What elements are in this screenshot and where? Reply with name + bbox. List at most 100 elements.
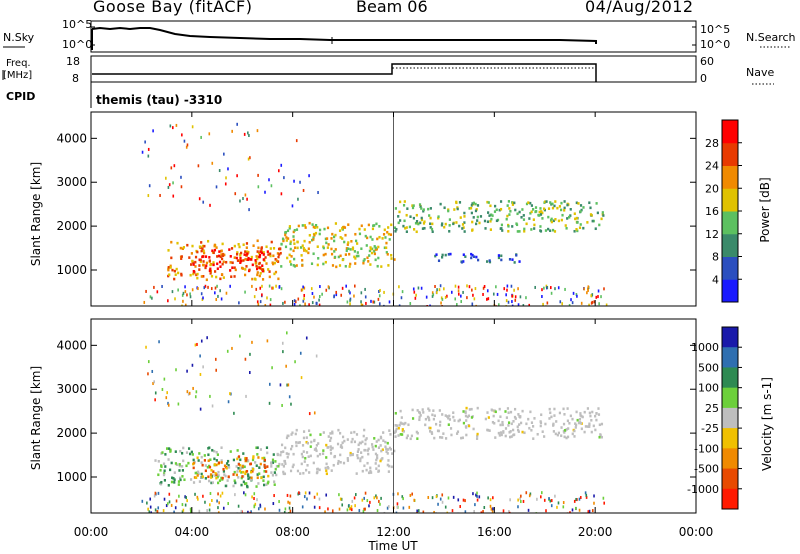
echo-cell — [496, 292, 499, 296]
echo-cell — [220, 297, 223, 301]
echo-cell — [461, 223, 465, 226]
echo-cell — [271, 366, 273, 370]
echo-cell — [470, 204, 473, 207]
echo-cell — [255, 264, 258, 268]
echo-cell — [571, 417, 574, 421]
echo-cell — [398, 304, 401, 306]
echo-cell — [222, 467, 225, 471]
echo-cell — [525, 422, 528, 426]
echo-cell — [293, 257, 296, 261]
echo-cell — [258, 253, 262, 257]
echo-cell — [362, 259, 365, 263]
echo-cell — [382, 439, 385, 442]
echo-cell — [585, 493, 588, 497]
echo-cell — [490, 213, 493, 217]
echo-cell — [169, 450, 172, 453]
echo-cell — [477, 258, 480, 262]
echo-cell — [517, 505, 519, 509]
echo-cell — [268, 284, 271, 288]
echo-cell — [500, 254, 503, 258]
echo-cell — [521, 409, 524, 413]
echo-cell — [212, 251, 215, 255]
echo-cell — [495, 285, 497, 289]
echo-cell — [584, 491, 587, 495]
echo-cell — [492, 414, 495, 418]
echo-cell — [490, 217, 493, 221]
echo-cell — [207, 285, 209, 289]
echo-cell — [553, 414, 556, 417]
echo-cell — [190, 263, 193, 266]
echo-cell — [360, 291, 363, 295]
echo-cell — [208, 256, 211, 259]
echo-cell — [227, 167, 229, 171]
echo-cell — [178, 469, 181, 472]
echo-cell — [457, 498, 460, 502]
echo-cell — [347, 504, 350, 508]
echo-cell — [383, 228, 386, 232]
echo-cell — [603, 287, 605, 291]
echo-cell — [484, 227, 487, 230]
echo-cell — [389, 233, 393, 236]
echo-cell — [171, 268, 174, 272]
colorbar-swatch — [722, 279, 738, 303]
echo-cell — [475, 222, 478, 226]
echo-cell — [216, 499, 218, 503]
echo-cell — [466, 415, 469, 419]
echo-cell — [240, 251, 243, 255]
echo-cell — [471, 228, 474, 232]
colorbar-tick-label: 500 — [698, 361, 719, 374]
echo-cell — [261, 456, 264, 460]
echo-cell — [398, 423, 401, 427]
echo-cell — [202, 249, 205, 253]
echo-cell — [297, 297, 300, 301]
echo-cell — [191, 288, 194, 292]
echo-cell — [595, 202, 598, 205]
echo-cell — [430, 432, 434, 435]
echo-cell — [143, 300, 146, 304]
echo-cell — [209, 203, 211, 207]
echo-cell — [233, 244, 236, 248]
echo-cell — [291, 431, 294, 435]
echo-cell — [315, 443, 318, 447]
echo-cell — [549, 499, 552, 503]
echo-cell — [458, 201, 462, 204]
echo-cell — [197, 459, 200, 462]
echo-cell — [211, 473, 214, 477]
echo-cell — [154, 391, 157, 395]
echo-cell — [164, 465, 167, 468]
echo-cell — [233, 479, 236, 483]
echo-cell — [409, 215, 412, 218]
echo-cell — [586, 221, 589, 224]
echo-cell — [217, 506, 219, 510]
echo-cell — [460, 300, 463, 304]
echo-cell — [256, 271, 259, 274]
echo-cell — [562, 505, 565, 509]
echo-cell — [246, 197, 248, 201]
echo-cell — [377, 470, 380, 473]
echo-cell — [210, 468, 213, 472]
echo-cell — [226, 349, 229, 353]
echo-cell — [471, 302, 474, 306]
echo-cell — [507, 200, 511, 203]
echo-cell — [369, 500, 371, 504]
echo-cell — [249, 156, 251, 160]
echo-cell — [182, 246, 186, 249]
nave-tick-high: 60 — [700, 55, 714, 68]
echo-cell — [218, 169, 221, 173]
echo-cell — [512, 420, 515, 423]
echo-cell — [338, 264, 342, 267]
echo-cell — [308, 174, 310, 178]
echo-cell — [262, 253, 265, 256]
echo-cell — [313, 411, 316, 415]
echo-cell — [315, 301, 318, 305]
echo-cell — [418, 418, 421, 422]
echo-cell — [479, 215, 483, 218]
echo-cell — [425, 295, 428, 299]
echo-cell — [275, 284, 277, 288]
echo-cell — [257, 246, 260, 250]
echo-cell — [220, 461, 223, 464]
echo-cell — [423, 226, 426, 230]
echo-cell — [367, 447, 370, 451]
echo-cell — [199, 407, 202, 411]
echo-cell — [533, 417, 536, 420]
